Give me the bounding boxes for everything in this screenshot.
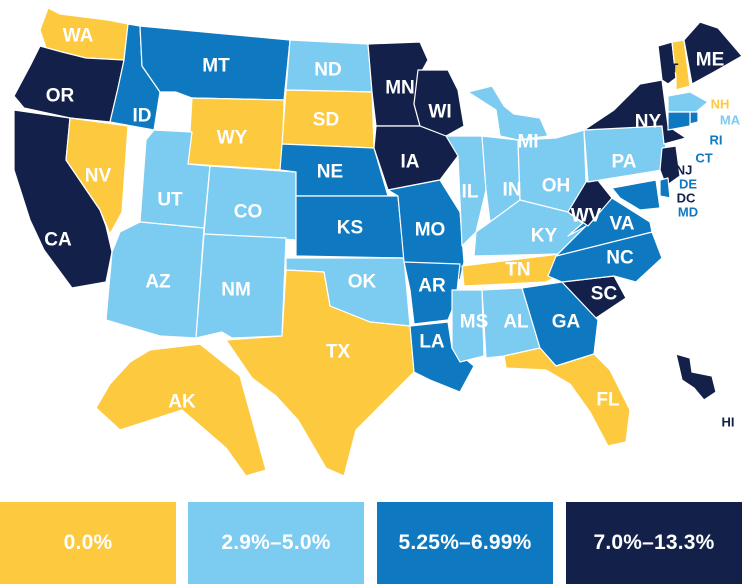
state-label-oh: OH — [542, 176, 571, 197]
state-wi — [413, 69, 465, 137]
state-label-al: AL — [503, 312, 529, 333]
state-label-ma: MA — [720, 113, 741, 128]
state-label-de: DE — [679, 177, 697, 192]
state-label-ct: CT — [695, 151, 712, 166]
state-label-pa: PA — [612, 152, 637, 173]
state-label-md: MD — [678, 205, 698, 220]
state-mi — [467, 85, 549, 141]
state-label-nc: NC — [606, 248, 634, 269]
state-label-fl: FL — [596, 390, 620, 411]
state-vt — [657, 41, 677, 85]
state-label-ri: RI — [710, 133, 723, 148]
state-label-az: AZ — [145, 272, 171, 293]
state-nv — [65, 117, 129, 235]
state-me — [683, 21, 743, 85]
state-wv — [567, 177, 613, 227]
state-label-wy: WY — [217, 128, 248, 149]
state-label-wi: WI — [428, 102, 451, 123]
state-label-tn: TN — [505, 260, 530, 281]
legend: 0.0% 2.9%–5.0% 5.25%–6.99% 7.0%–13.3% — [0, 502, 756, 584]
state-ms — [451, 289, 485, 363]
state-label-va: VA — [610, 214, 635, 235]
legend-item-2: 5.25%–6.99% — [377, 502, 553, 584]
state-label-ar: AR — [418, 276, 446, 297]
state-label-ms: MS — [460, 312, 489, 333]
state-label-wv: WV — [571, 206, 602, 227]
state-label-mn: MN — [385, 78, 415, 99]
state-label-hi: HI — [722, 415, 735, 430]
state-tx — [225, 269, 415, 477]
state-ar — [403, 261, 461, 325]
state-hi — [675, 353, 717, 401]
state-label-ak: AK — [168, 392, 196, 413]
legend-item-0: 0.0% — [0, 502, 176, 584]
state-ri — [689, 111, 699, 125]
state-label-la: LA — [419, 332, 445, 353]
state-label-nh: NH — [711, 97, 730, 112]
state-md — [611, 179, 661, 211]
state-label-tx: TX — [326, 342, 351, 363]
state-label-or: OR — [46, 86, 75, 107]
legend-label: 7.0%–13.3% — [593, 531, 715, 554]
state-label-il: IL — [462, 182, 479, 203]
state-fl — [503, 347, 631, 447]
state-label-dc: DC — [677, 191, 696, 206]
legend-item-3: 7.0%–13.3% — [566, 502, 742, 584]
state-label-sd: SD — [313, 110, 339, 131]
state-de — [659, 177, 671, 199]
state-label-ne: NE — [317, 162, 343, 183]
state-nj — [659, 145, 681, 187]
state-la — [409, 321, 475, 393]
state-label-co: CO — [234, 202, 263, 223]
state-label-mo: MO — [415, 220, 446, 241]
state-label-nd: ND — [314, 60, 341, 81]
state-label-ut: UT — [157, 190, 183, 211]
us-state-map: WA OR CA NV ID MT WY UT AZ CO NM ND SD NE KS OK TX MN IA MO… — [13, 7, 743, 477]
state-label-ca: CA — [44, 230, 72, 251]
legend-item-1: 2.9%–5.0% — [188, 502, 364, 584]
state-label-sc: SC — [591, 284, 618, 305]
state-label-ok: OK — [348, 272, 377, 293]
state-ak — [95, 343, 267, 477]
legend-label: 0.0% — [63, 531, 113, 554]
state-label-wa: WA — [63, 26, 94, 47]
state-label-mi: MI — [517, 132, 538, 153]
state-ma — [667, 91, 709, 113]
state-label-id: ID — [133, 106, 152, 127]
state-labels: WA OR CA NV ID MT WY UT AZ CO NM ND SD NE KS OK TX MN IA MO… — [44, 26, 740, 430]
state-nh — [671, 39, 691, 91]
state-ct — [667, 111, 691, 131]
state-shapes — [13, 7, 743, 477]
state-label-ky: KY — [531, 226, 558, 247]
state-label-vt: VT — [662, 61, 679, 76]
state-label-me: ME — [696, 50, 725, 71]
state-label-nj: NJ — [676, 163, 693, 178]
state-nm — [195, 233, 287, 339]
legend-label: 5.25%–6.99% — [398, 531, 532, 554]
legend-label: 2.9%–5.0% — [221, 531, 331, 554]
state-label-in: IN — [503, 180, 522, 201]
state-label-nv: NV — [85, 166, 112, 187]
state-label-mt: MT — [202, 56, 230, 77]
state-label-ks: KS — [337, 218, 363, 239]
state-label-ny: NY — [635, 112, 662, 133]
state-label-nm: NM — [221, 280, 251, 301]
state-label-ia: IA — [401, 152, 420, 173]
state-nc — [547, 231, 663, 283]
state-label-ga: GA — [552, 312, 581, 333]
